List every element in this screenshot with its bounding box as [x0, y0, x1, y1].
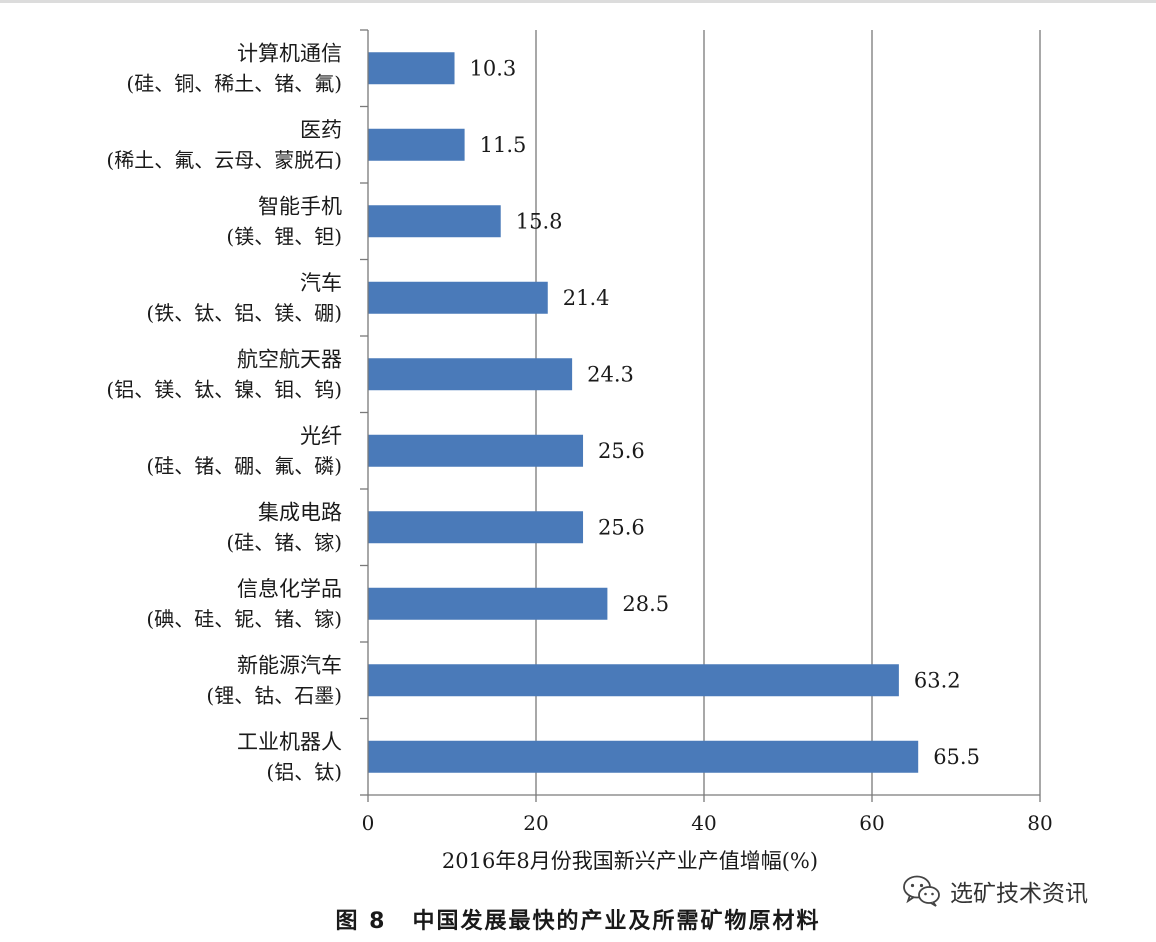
- category-materials-1: (硅、铜、稀土、锗、氟): [126, 71, 342, 95]
- bar-9: [368, 664, 899, 697]
- bar-10: [368, 740, 919, 773]
- figure-number: 图 8: [335, 909, 387, 934]
- category-label-7: 集成电路: [258, 500, 342, 524]
- bars: [368, 52, 919, 773]
- x-tick-label-40: 40: [691, 811, 716, 835]
- bar-3: [368, 205, 501, 238]
- value-label-8: 28.5: [622, 592, 669, 616]
- category-label-5: 航空航天器: [237, 347, 342, 371]
- category-materials-7: (硅、锗、镓): [226, 530, 342, 554]
- x-tick-label-20: 20: [523, 811, 548, 835]
- value-label-10: 65.5: [933, 745, 980, 769]
- x-tick-label-80: 80: [1027, 811, 1052, 835]
- category-label-4: 汽车: [300, 271, 342, 295]
- value-label-5: 24.3: [587, 362, 634, 386]
- bar-1: [368, 52, 455, 85]
- value-label-6: 25.6: [598, 439, 645, 463]
- bar-2: [368, 128, 465, 161]
- figure-caption-text: 中国发展最快的产业及所需矿物原材料: [412, 909, 821, 934]
- category-label-3: 智能手机: [258, 194, 342, 218]
- value-label-9: 63.2: [914, 668, 961, 692]
- category-materials-10: (铝、钛): [266, 760, 342, 784]
- figure-caption: 图 8 中国发展最快的产业及所需矿物原材料: [0, 903, 1156, 935]
- category-materials-2: (稀土、氟、云母、蒙脱石): [106, 148, 342, 172]
- category-materials-9: (锂、钴、石墨): [206, 683, 342, 707]
- axes: 0 20 40 60 80: [360, 29, 1053, 835]
- category-label-1: 计算机通信: [237, 41, 342, 65]
- x-tick-label-0: 0: [362, 811, 375, 835]
- category-materials-6: (硅、锗、硼、氟、磷): [146, 454, 342, 478]
- x-axis-title: 2016年8月份我国新兴产业产值增幅(%): [442, 849, 818, 873]
- category-materials-8: (碘、硅、铌、锗、镓): [146, 607, 342, 631]
- category-label-8: 信息化学品: [237, 577, 342, 601]
- value-label-4: 21.4: [563, 286, 610, 310]
- value-label-1: 10.3: [470, 56, 517, 80]
- value-label-7: 25.6: [598, 515, 645, 539]
- category-materials-3: (镁、锂、钽): [226, 224, 342, 248]
- x-tick-label-60: 60: [859, 811, 884, 835]
- category-label-2: 医药: [300, 118, 342, 142]
- bar-8: [368, 587, 608, 620]
- category-label-6: 光纤: [300, 424, 342, 448]
- category-label-9: 新能源汽车: [237, 653, 342, 677]
- bar-4: [368, 281, 548, 314]
- bar-6: [368, 434, 584, 467]
- top-divider: [0, 0, 1156, 3]
- labels: 10.3 计算机通信 (硅、铜、稀土、锗、氟) 11.5 医药 (稀土、氟、云母、蒙脱石)…: [106, 41, 980, 784]
- value-label-3: 15.8: [516, 209, 563, 233]
- watermark: 选矿技术资讯: [902, 873, 1088, 909]
- bar-chart: 0 20 40 60 80 10.3 计算机通信 (硅、铜、稀土、锗、氟) 11.5 医药 (稀土…: [106, 29, 1053, 873]
- bar-7: [368, 511, 584, 544]
- category-label-10: 工业机器人: [237, 730, 342, 754]
- category-materials-5: (铝、镁、钛、镍、钼、钨): [106, 377, 342, 401]
- category-materials-4: (铁、钛、铝、镁、硼): [146, 301, 342, 325]
- wechat-icon: [903, 875, 940, 907]
- watermark-text: 选矿技术资讯: [950, 881, 1088, 907]
- value-label-2: 11.5: [480, 133, 527, 157]
- bar-5: [368, 358, 573, 391]
